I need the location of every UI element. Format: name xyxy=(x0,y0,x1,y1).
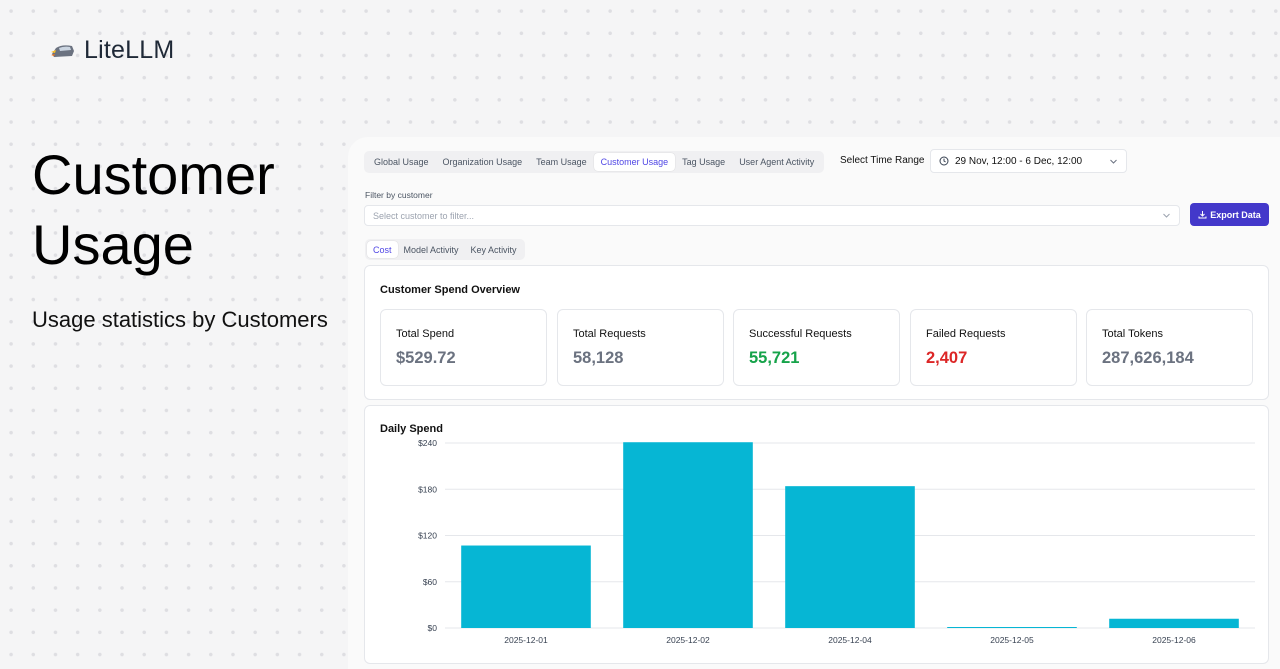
stat-value: 58,128 xyxy=(573,349,624,367)
bar xyxy=(623,442,753,628)
y-tick-label: $120 xyxy=(418,531,437,541)
stat-label: Total Requests xyxy=(573,328,646,340)
y-tick-label: $0 xyxy=(428,623,438,633)
x-tick-label: 2025-12-05 xyxy=(990,635,1034,645)
bar xyxy=(461,545,591,628)
hero-title: Customer Usage xyxy=(32,143,275,276)
y-tick-label: $240 xyxy=(418,438,437,448)
chevron-down-icon xyxy=(1163,213,1170,218)
y-tick-label: $180 xyxy=(418,484,437,494)
stat-label: Total Spend xyxy=(396,328,455,340)
stat-label: Successful Requests xyxy=(749,328,852,340)
daily-spend-card: Daily Spend $0 $60 $120 $180 $240 2025-12-01 2… xyxy=(364,405,1269,664)
x-tick-label: 2025-12-06 xyxy=(1152,635,1196,645)
stat-value: $529.72 xyxy=(396,349,456,367)
tab-user-agent-activity[interactable]: User Agent Activity xyxy=(739,157,815,167)
time-range-picker[interactable]: 29 Nov, 12:00 - 6 Dec, 12:00 xyxy=(930,149,1127,173)
stat-total-requests: Total Requests 58,128 xyxy=(557,309,724,386)
bar xyxy=(785,486,915,628)
tab-cost[interactable]: Cost xyxy=(367,241,398,258)
stat-value: 2,407 xyxy=(926,349,968,367)
daily-spend-title: Daily Spend xyxy=(380,423,443,435)
chevron-down-icon xyxy=(1110,159,1117,164)
stat-label: Total Tokens xyxy=(1102,328,1163,340)
tab-tag-usage[interactable]: Tag Usage xyxy=(682,157,726,167)
stat-label: Failed Requests xyxy=(926,328,1006,340)
metric-tabs: Cost Model Activity Key Activity xyxy=(365,239,525,260)
filter-label: Filter by customer xyxy=(365,190,433,200)
x-tick-label: 2025-12-02 xyxy=(666,635,710,645)
stat-value: 287,626,184 xyxy=(1102,349,1194,367)
tab-model-activity[interactable]: Model Activity xyxy=(403,245,459,255)
tab-team-usage[interactable]: Team Usage xyxy=(536,157,587,167)
x-tick-label: 2025-12-04 xyxy=(828,635,872,645)
brand: LiteLLM xyxy=(50,36,174,65)
stat-total-tokens: Total Tokens 287,626,184 xyxy=(1086,309,1253,386)
clock-icon xyxy=(939,156,949,166)
bar xyxy=(1109,618,1239,628)
stat-total-spend: Total Spend $529.72 xyxy=(380,309,547,386)
stat-successful-requests: Successful Requests 55,721 xyxy=(733,309,900,386)
time-range-value: 29 Nov, 12:00 - 6 Dec, 12:00 xyxy=(955,155,1083,167)
tab-organization-usage[interactable]: Organization Usage xyxy=(442,157,523,167)
brand-name: LiteLLM xyxy=(84,36,175,64)
stat-value: 55,721 xyxy=(749,349,800,367)
y-tick-label: $60 xyxy=(423,577,437,587)
tab-global-usage[interactable]: Global Usage xyxy=(374,157,429,167)
spend-overview-card: Customer Spend Overview Total Spend $529… xyxy=(364,265,1269,400)
x-tick-label: 2025-12-01 xyxy=(504,635,548,645)
download-icon xyxy=(1198,211,1207,219)
daily-spend-chart: $0 $60 $120 $180 $240 2025-12-01 2025-12-02 202… xyxy=(418,438,1255,645)
spend-overview-title: Customer Spend Overview xyxy=(380,284,520,296)
export-data-button[interactable]: Export Data xyxy=(1190,203,1269,226)
export-data-label: Export Data xyxy=(1210,209,1261,220)
litellm-logo-icon xyxy=(51,44,74,57)
hero-subtitle: Usage statistics by Customers xyxy=(32,307,328,332)
bar xyxy=(947,627,1077,628)
tab-key-activity[interactable]: Key Activity xyxy=(470,245,517,255)
usage-panel: Global Usage Organization Usage Team Usa… xyxy=(348,137,1280,669)
customer-filter-placeholder: Select customer to filter... xyxy=(373,210,475,221)
tab-customer-usage[interactable]: Customer Usage xyxy=(593,153,676,171)
stat-failed-requests: Failed Requests 2,407 xyxy=(910,309,1077,386)
customer-filter-select[interactable]: Select customer to filter... xyxy=(364,205,1180,226)
time-range-label: Select Time Range xyxy=(840,155,925,166)
usage-tabs: Global Usage Organization Usage Team Usa… xyxy=(364,151,825,173)
